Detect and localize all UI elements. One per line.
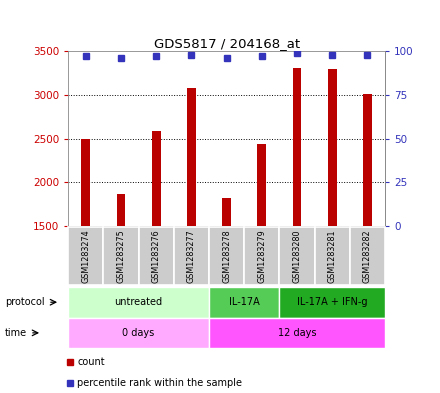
Bar [244, 227, 279, 285]
Text: GSM1283277: GSM1283277 [187, 229, 196, 283]
Text: percentile rank within the sample: percentile rank within the sample [77, 378, 242, 389]
Bar [187, 88, 196, 226]
Text: 12 days: 12 days [278, 328, 316, 338]
Text: protocol: protocol [5, 297, 44, 307]
Bar [363, 94, 372, 226]
Text: GSM1283274: GSM1283274 [81, 229, 90, 283]
Bar [222, 198, 231, 226]
Bar [68, 318, 209, 348]
Bar [209, 227, 244, 285]
Bar [279, 227, 315, 285]
Text: IL-17A + IFN-g: IL-17A + IFN-g [297, 297, 367, 307]
Bar [279, 287, 385, 318]
Bar [117, 195, 125, 226]
Text: GSM1283281: GSM1283281 [328, 229, 337, 283]
Text: GSM1283279: GSM1283279 [257, 229, 266, 283]
Text: IL-17A: IL-17A [229, 297, 260, 307]
Text: 0 days: 0 days [122, 328, 155, 338]
Bar [293, 68, 301, 226]
Text: GSM1283280: GSM1283280 [293, 229, 301, 283]
Bar [81, 140, 90, 226]
Bar [209, 287, 279, 318]
Title: GDS5817 / 204168_at: GDS5817 / 204168_at [154, 37, 300, 50]
Bar [350, 227, 385, 285]
Text: GSM1283275: GSM1283275 [117, 229, 125, 283]
Text: count: count [77, 357, 105, 367]
Bar [315, 227, 350, 285]
Text: untreated: untreated [114, 297, 163, 307]
Text: GSM1283276: GSM1283276 [152, 229, 161, 283]
Bar [103, 227, 139, 285]
Bar [139, 227, 174, 285]
Bar [174, 227, 209, 285]
Text: time: time [5, 328, 27, 338]
Bar [152, 130, 161, 226]
Bar [68, 287, 209, 318]
Text: GSM1283282: GSM1283282 [363, 229, 372, 283]
Bar [209, 318, 385, 348]
Text: GSM1283278: GSM1283278 [222, 229, 231, 283]
Bar [257, 144, 266, 226]
Bar [68, 227, 103, 285]
Bar [328, 70, 337, 226]
